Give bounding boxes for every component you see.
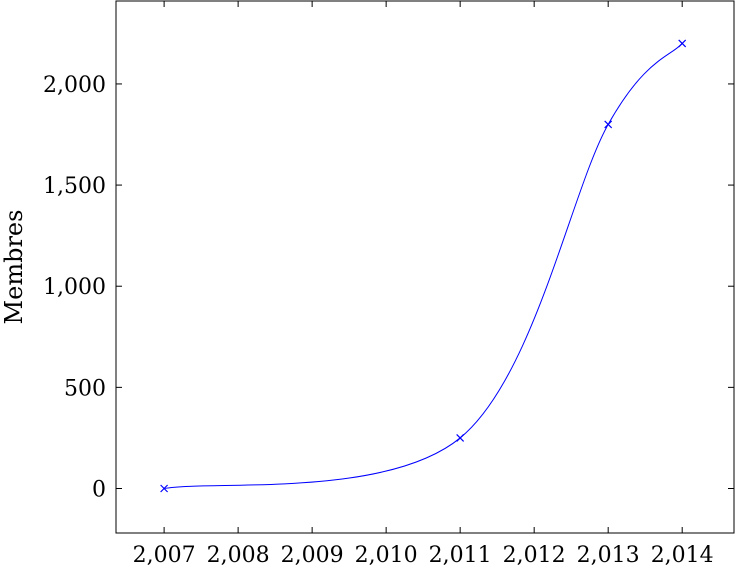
x-tick-label: 2,007 [133, 543, 196, 568]
x-tick-label: 2,012 [503, 543, 566, 568]
x-tick-label: 2,011 [429, 543, 492, 568]
x-axis: 2,007 2,008 2,009 2,010 2,011 2,012 2,013 2,014 [133, 1, 714, 568]
x-tick-label: 2,014 [651, 543, 714, 568]
data-point-marker [604, 120, 613, 129]
y-tick-label: 2,000 [43, 73, 106, 98]
x-tick-label: 2,009 [281, 543, 344, 568]
plot-frame [115, 0, 735, 534]
data-point-marker [678, 39, 687, 48]
data-point-marker [456, 434, 465, 442]
series-line [164, 43, 683, 489]
y-tick-label: 500 [64, 376, 106, 401]
y-tick-label: 1,500 [43, 174, 106, 199]
y-axis-title: Membres [0, 210, 28, 325]
series-layer [160, 39, 687, 493]
x-tick-label: 2,013 [577, 543, 640, 568]
y-axis: 0 500 1,000 1,500 2,000 [43, 73, 734, 502]
data-point-marker [160, 484, 169, 493]
x-tick-label: 2,008 [207, 543, 270, 568]
y-tick-label: 0 [92, 477, 106, 502]
y-tick-label: 1,000 [43, 275, 106, 300]
x-tick-label: 2,010 [355, 543, 418, 568]
